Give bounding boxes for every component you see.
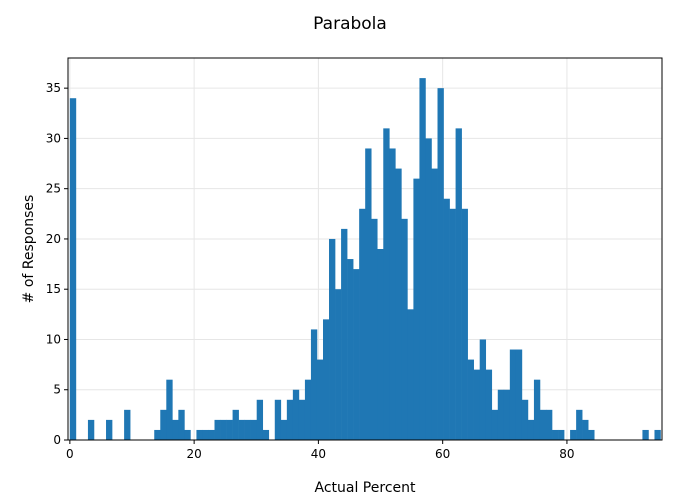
histogram-bar bbox=[124, 409, 131, 440]
histogram-bar bbox=[546, 409, 553, 440]
histogram-bar bbox=[106, 419, 113, 440]
histogram-bar bbox=[238, 419, 245, 440]
y-axis-ticks: 0 5 10 15 20 25 30 35 bbox=[46, 81, 68, 447]
histogram-bar bbox=[582, 419, 589, 440]
histogram-bar bbox=[323, 319, 330, 440]
histogram-bar bbox=[473, 369, 480, 440]
y-tick-label: 35 bbox=[46, 81, 61, 95]
y-tick-label: 25 bbox=[46, 182, 61, 196]
histogram-bar bbox=[353, 269, 360, 440]
histogram-bar bbox=[552, 429, 559, 440]
histogram-bar bbox=[570, 429, 577, 440]
x-tick-label: 80 bbox=[559, 447, 574, 461]
histogram-bar bbox=[503, 389, 511, 440]
histogram-bar bbox=[341, 228, 348, 440]
histogram-bar bbox=[419, 78, 426, 441]
histogram-bar bbox=[329, 238, 336, 440]
histogram-bar bbox=[497, 389, 505, 440]
histogram-bar bbox=[178, 409, 185, 440]
histogram-bar bbox=[558, 429, 565, 440]
histogram-bar bbox=[576, 409, 583, 440]
histogram-bar bbox=[588, 429, 595, 440]
histogram-bar bbox=[425, 138, 432, 441]
y-tick-label: 10 bbox=[46, 332, 61, 346]
histogram-bar bbox=[443, 198, 450, 440]
histogram-bar bbox=[69, 98, 77, 441]
y-tick-label: 15 bbox=[46, 282, 61, 296]
x-tick-label: 40 bbox=[311, 447, 326, 461]
histogram-bar bbox=[654, 429, 661, 440]
histogram-bar bbox=[431, 168, 438, 440]
histogram-bar bbox=[232, 409, 239, 440]
histogram-bar bbox=[154, 429, 161, 440]
histogram-bar bbox=[359, 208, 366, 440]
x-axis-ticks: 0 20 40 60 80 bbox=[66, 440, 575, 461]
histogram-bar bbox=[539, 409, 547, 440]
histogram-bar bbox=[304, 379, 312, 440]
histogram-bar bbox=[87, 419, 95, 440]
histogram-bar bbox=[335, 289, 342, 440]
histogram-bar bbox=[196, 429, 203, 440]
histogram-bar bbox=[286, 399, 294, 440]
histogram-bar bbox=[172, 419, 179, 440]
histogram-bar bbox=[220, 419, 227, 440]
histogram-bar bbox=[515, 349, 523, 440]
histogram-bar bbox=[479, 339, 487, 440]
histogram-bar bbox=[413, 178, 420, 440]
histogram-bar bbox=[485, 369, 493, 440]
histogram-bar bbox=[208, 429, 215, 440]
histogram-bar bbox=[401, 218, 408, 440]
x-tick-label: 0 bbox=[66, 447, 74, 461]
histogram-bar bbox=[202, 429, 209, 440]
plot-area-frame bbox=[67, 57, 663, 441]
histogram-bar bbox=[244, 419, 251, 440]
histogram-bar bbox=[467, 359, 474, 440]
histogram-bar bbox=[250, 419, 257, 440]
histogram-bar bbox=[407, 309, 414, 440]
histogram-bar bbox=[383, 128, 390, 440]
histogram-bar bbox=[316, 359, 324, 440]
histogram-bar bbox=[214, 419, 221, 440]
y-tick-label: 30 bbox=[46, 131, 61, 145]
histogram-bar bbox=[347, 259, 354, 440]
histogram-bar bbox=[184, 429, 191, 440]
y-tick-label: 20 bbox=[46, 232, 61, 246]
histogram-bar bbox=[365, 148, 372, 440]
x-tick-label: 20 bbox=[186, 447, 201, 461]
y-tick-label: 5 bbox=[53, 383, 61, 397]
histogram-bar bbox=[298, 399, 306, 440]
histogram-bar bbox=[389, 148, 396, 440]
histogram-bar bbox=[262, 429, 270, 440]
histogram-bar bbox=[527, 419, 535, 440]
histogram-bar bbox=[395, 168, 402, 440]
histogram-bar bbox=[521, 399, 529, 440]
histogram-bar bbox=[166, 379, 173, 440]
histogram-bar bbox=[292, 389, 300, 440]
x-axis-title: Actual Percent bbox=[315, 480, 416, 496]
histogram-bar bbox=[377, 249, 384, 440]
histogram-bars bbox=[69, 78, 661, 441]
histogram-bar bbox=[310, 329, 318, 440]
histogram-bar bbox=[256, 399, 264, 440]
histogram-bar bbox=[226, 419, 233, 440]
histogram-bar bbox=[274, 399, 282, 440]
histogram-bar bbox=[437, 88, 444, 440]
histogram-bar bbox=[509, 349, 517, 440]
y-tick-label: 0 bbox=[53, 433, 61, 447]
chart-title: Parabola bbox=[313, 14, 387, 34]
histogram-bar bbox=[280, 419, 288, 440]
histogram-bar bbox=[461, 208, 468, 440]
histogram-bar bbox=[533, 379, 541, 440]
histogram-bar bbox=[160, 409, 167, 440]
histogram-bar bbox=[371, 218, 378, 440]
histogram-bar bbox=[455, 128, 462, 440]
x-tick-label: 60 bbox=[435, 447, 450, 461]
histogram-bar bbox=[642, 429, 649, 440]
histogram-bar bbox=[449, 208, 456, 440]
y-axis-title: # of Responses bbox=[21, 195, 37, 304]
histogram-bar bbox=[491, 409, 499, 440]
